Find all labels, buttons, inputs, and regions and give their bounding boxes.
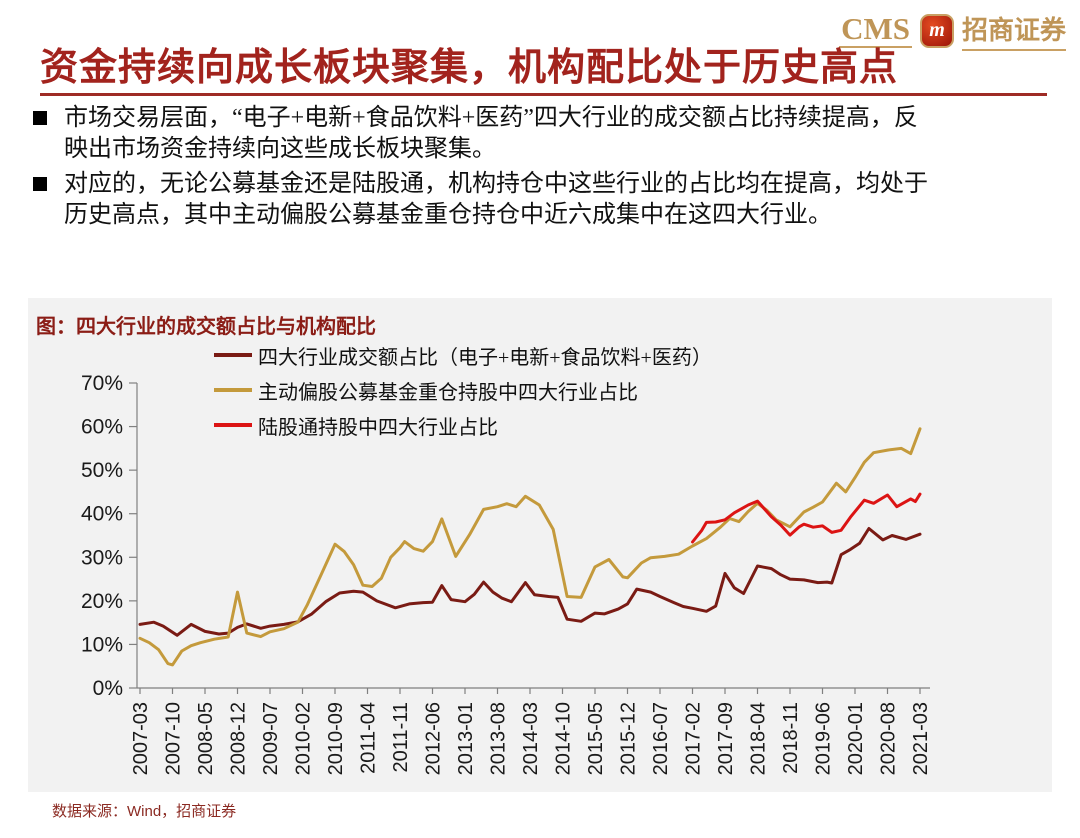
x-axis-label: 2014-03 bbox=[520, 702, 542, 775]
bullet-text: 对应的，无论公募基金还是陆股通，机构持仓中这些行业的占比均在提高，均处于历史高点… bbox=[64, 171, 928, 228]
x-axis-label: 2011-04 bbox=[358, 702, 380, 774]
y-axis-label: 60% bbox=[81, 416, 123, 439]
x-axis-label: 2010-02 bbox=[293, 702, 315, 775]
x-axis-label: 2008-12 bbox=[228, 702, 250, 775]
chart-legend: 四大行业成交额占比（电子+电新+食品饮料+医药） 主动偏股公募基金重仓持股中四大… bbox=[214, 342, 712, 439]
x-axis-label: 2007-03 bbox=[130, 702, 152, 775]
legend-item: 陆股通持股中四大行业占比 bbox=[214, 412, 712, 439]
y-axis-label: 0% bbox=[93, 677, 123, 700]
source-note: 数据来源：Wind，招商证券 bbox=[52, 803, 237, 820]
legend-label: 陆股通持股中四大行业占比 bbox=[258, 416, 498, 439]
legend-label: 主动偏股公募基金重仓持股中四大行业占比 bbox=[258, 381, 638, 404]
x-axis-label: 2016-07 bbox=[650, 702, 672, 775]
x-axis-label: 2018-04 bbox=[748, 702, 770, 775]
x-axis-label: 2010-09 bbox=[325, 702, 347, 775]
chart-panel: 图：四大行业的成交额占比与机构配比 四大行业成交额占比（电子+电新+食品饮料+医… bbox=[28, 298, 1052, 792]
legend-item: 四大行业成交额占比（电子+电新+食品饮料+医药） bbox=[214, 342, 712, 369]
x-axis-label: 2021-03 bbox=[910, 702, 932, 775]
y-axis-label: 10% bbox=[81, 633, 123, 656]
x-axis-label: 2007-10 bbox=[163, 702, 185, 775]
x-axis-label: 2017-02 bbox=[683, 702, 705, 775]
x-axis-label: 2015-12 bbox=[618, 702, 640, 775]
legend-label: 四大行业成交额占比（电子+电新+食品饮料+医药） bbox=[258, 346, 712, 369]
y-axis-label: 40% bbox=[81, 503, 123, 526]
y-axis-label: 30% bbox=[81, 546, 123, 569]
title-divider bbox=[40, 93, 1047, 96]
series-line-1 bbox=[138, 427, 922, 667]
y-axis-label: 20% bbox=[81, 590, 123, 613]
x-axis-label: 2020-08 bbox=[878, 702, 900, 775]
legend-swatch-line bbox=[214, 423, 252, 427]
line-chart: 0% 10% 20% 30% 40% 50% 60% 70% 2007-03 2007-10 200… bbox=[81, 372, 932, 775]
bullet-item: 对应的，无论公募基金还是陆股通，机构持仓中这些行业的占比均在提高，均处于历史高点… bbox=[33, 169, 938, 231]
x-axis-label: 2012-06 bbox=[423, 702, 445, 775]
x-axis-label: 2019-06 bbox=[813, 702, 835, 775]
series-line-2 bbox=[691, 492, 922, 544]
logo-cms-text: CMS bbox=[839, 12, 912, 49]
y-axis-label: 50% bbox=[81, 459, 123, 482]
y-axis-label: 70% bbox=[81, 372, 123, 395]
logo-company-text: 招商证券 bbox=[961, 10, 1066, 51]
x-axis-label: 2018-11 bbox=[780, 702, 802, 774]
bullet-item: 市场交易层面，“电子+电新+食品饮料+医药”四大行业的成交额占比持续提高，反映出… bbox=[33, 103, 938, 165]
emblem-letter: m bbox=[929, 19, 945, 41]
x-axis-label: 2009-07 bbox=[260, 702, 282, 775]
x-axis-label: 2008-05 bbox=[195, 702, 217, 775]
bullet-square-icon bbox=[33, 177, 47, 191]
legend-item: 主动偏股公募基金重仓持股中四大行业占比 bbox=[214, 377, 712, 404]
x-axis-label: 2017-09 bbox=[715, 702, 737, 775]
bullet-list: 市场交易层面，“电子+电新+食品饮料+医药”四大行业的成交额占比持续提高，反映出… bbox=[33, 103, 938, 235]
series-line-0 bbox=[138, 527, 922, 637]
x-axis-label: 2013-01 bbox=[455, 702, 477, 775]
bullet-square-icon bbox=[33, 111, 47, 125]
legend-swatch-line bbox=[214, 388, 252, 392]
x-axis-label: 2014-10 bbox=[553, 702, 575, 775]
x-axis-label: 2013-08 bbox=[488, 702, 510, 775]
page-title: 资金持续向成长板块聚集，机构配比处于历史高点 bbox=[40, 47, 899, 89]
cms-logo: CMS m 招商证券 bbox=[839, 10, 1066, 51]
legend-swatch-line bbox=[214, 353, 252, 357]
bullet-text: 市场交易层面，“电子+电新+食品饮料+医药”四大行业的成交额占比持续提高，反映出… bbox=[64, 105, 918, 162]
x-axis-label: 2015-05 bbox=[585, 702, 607, 775]
x-axis-label: 2011-11 bbox=[390, 702, 412, 772]
chart-title: 图：四大行业的成交额占比与机构配比 bbox=[36, 316, 376, 338]
cms-emblem-icon: m bbox=[919, 13, 954, 48]
x-axis-label: 2020-01 bbox=[845, 702, 867, 775]
